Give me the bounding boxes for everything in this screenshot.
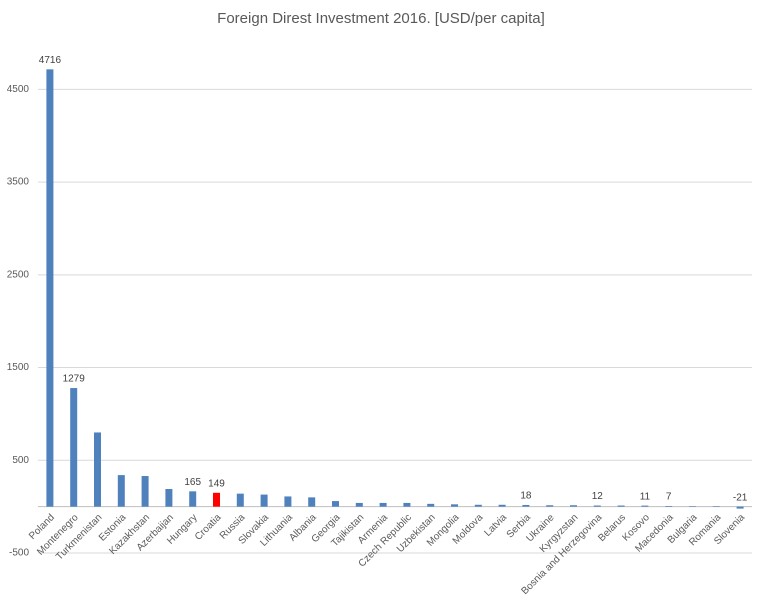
value-label: -21 [733, 492, 748, 503]
y-tick-label: 1500 [7, 362, 30, 373]
bar [689, 506, 696, 507]
value-label: 11 [640, 491, 651, 502]
y-tick-label: 3500 [7, 177, 30, 188]
bar [141, 476, 149, 507]
y-tick-label: 500 [12, 455, 29, 466]
bar [498, 504, 506, 507]
value-label: 1279 [63, 374, 86, 385]
y-tick-label: -500 [9, 548, 29, 559]
value-label: 18 [520, 491, 532, 502]
bar [355, 502, 363, 507]
bar [165, 489, 173, 507]
bar [308, 497, 316, 507]
bar [403, 502, 411, 507]
bar [427, 503, 435, 507]
chart-title: Foreign Direst Investment 2016. [USD/per… [217, 10, 545, 27]
bar [641, 505, 649, 507]
bar [546, 505, 554, 507]
value-label: 149 [208, 478, 225, 489]
value-label: 165 [184, 477, 201, 488]
bar [117, 475, 125, 507]
y-tick-label: 4500 [7, 84, 30, 95]
x-tick-label: Latvia [482, 512, 509, 539]
bar [332, 501, 339, 507]
value-label: 4716 [39, 55, 62, 66]
bar [451, 504, 458, 507]
bar [570, 505, 577, 507]
bar [94, 432, 101, 507]
value-label: 7 [666, 492, 672, 503]
bar [665, 505, 673, 507]
bar [474, 504, 482, 507]
y-tick-label: 2500 [7, 269, 30, 280]
bar [213, 492, 220, 507]
bar [379, 502, 387, 507]
bar [236, 493, 244, 507]
x-tick-label: Croatia [193, 512, 224, 543]
bar [284, 496, 292, 507]
bar [189, 491, 197, 507]
bar [712, 506, 720, 507]
bar [593, 505, 601, 507]
bar [70, 388, 78, 507]
bar [617, 505, 625, 507]
bar [260, 494, 268, 507]
value-label: 12 [592, 491, 604, 502]
bar [522, 504, 530, 507]
bar [736, 506, 744, 509]
bar [46, 69, 54, 507]
